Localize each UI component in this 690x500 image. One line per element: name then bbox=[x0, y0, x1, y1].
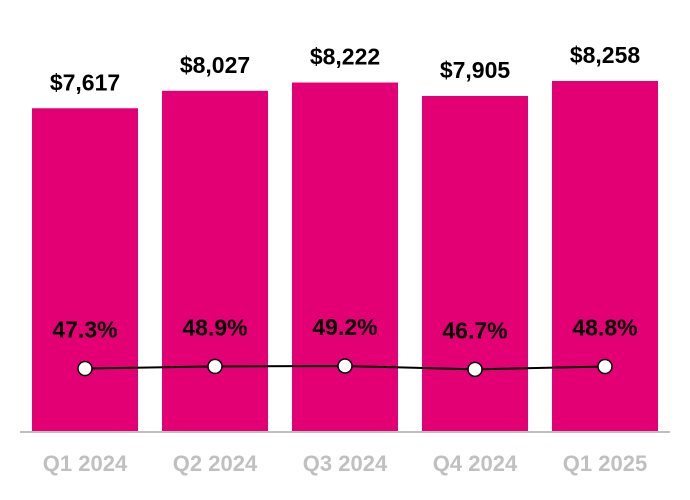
bar bbox=[292, 82, 398, 432]
value-label: 47.3% bbox=[52, 317, 117, 343]
value-label: $7,617 bbox=[50, 69, 120, 95]
value-label: 48.9% bbox=[182, 314, 247, 340]
x-tick-label: Q4 2024 bbox=[433, 451, 518, 476]
value-label: 46.7% bbox=[442, 317, 507, 343]
line-marker bbox=[77, 360, 93, 377]
value-label: $7,905 bbox=[440, 57, 511, 83]
x-tick-label: Q1 2025 bbox=[563, 451, 647, 476]
bar bbox=[32, 108, 138, 433]
line-marker bbox=[467, 361, 483, 378]
line-marker bbox=[337, 358, 353, 374]
value-label: $8,258 bbox=[570, 42, 641, 68]
value-label: $8,222 bbox=[310, 44, 380, 70]
bar bbox=[162, 90, 268, 432]
x-tick-label: Q1 2024 bbox=[43, 451, 128, 476]
line-marker bbox=[207, 358, 223, 375]
value-label: 49.2% bbox=[312, 314, 377, 340]
value-label: 48.8% bbox=[572, 315, 637, 341]
line-marker bbox=[597, 358, 613, 375]
bar bbox=[422, 96, 528, 432]
x-tick-label: Q3 2024 bbox=[303, 451, 388, 476]
bar bbox=[552, 81, 658, 432]
x-tick-label: Q2 2024 bbox=[173, 451, 258, 476]
value-label: $8,027 bbox=[180, 52, 250, 78]
